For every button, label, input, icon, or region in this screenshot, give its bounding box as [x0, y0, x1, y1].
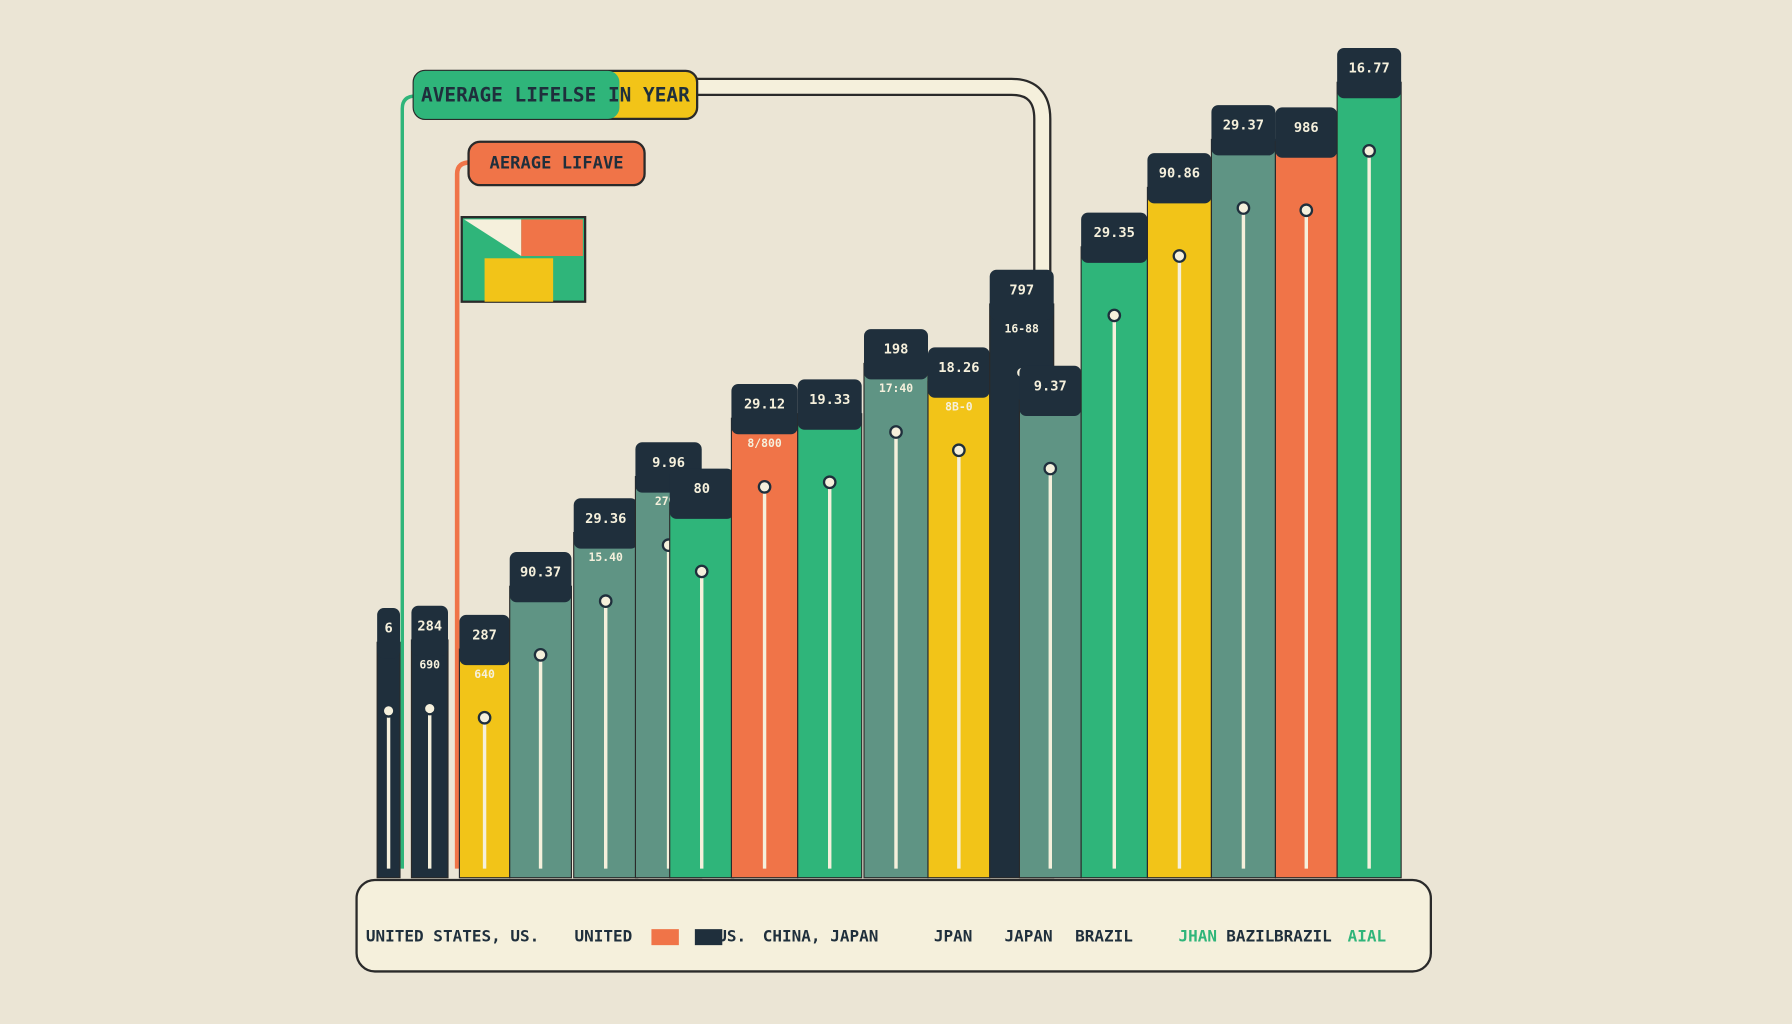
- bar-knob: [598, 594, 613, 608]
- bar-sublabel: 690: [419, 658, 440, 672]
- legend-label: JAPAN: [1004, 927, 1052, 946]
- bar-knob: [533, 647, 548, 662]
- bar-cap: [989, 269, 1054, 320]
- bar-label: 29.36: [585, 511, 626, 527]
- bar: 9.37: [1018, 365, 1082, 879]
- bar: 287 640: [458, 614, 511, 879]
- legend: UNITED STATES, US. UNITED FUS. CHINA, JAPAN…: [366, 927, 1386, 946]
- bar-cap: [459, 614, 510, 666]
- bar-cap: [1211, 105, 1276, 156]
- bar-label: 287: [472, 627, 497, 643]
- bar-label: 90.37: [520, 565, 561, 581]
- bar-cap: [669, 468, 734, 519]
- legend-label: BRAZIL: [1075, 927, 1133, 946]
- bar: 16.77: [1336, 48, 1402, 879]
- bar-label: 9.96: [652, 455, 685, 471]
- bar-label: 29.37: [1223, 118, 1264, 134]
- bar-cap: [864, 329, 928, 380]
- bar-cap: [573, 498, 638, 549]
- bar: 29.36 15.40: [573, 498, 639, 879]
- bar-cap: [1081, 212, 1148, 263]
- bar-label: 29.12: [744, 397, 785, 413]
- bar-label: 18.26: [938, 360, 979, 376]
- bar-knob: [757, 480, 772, 494]
- legend-label: BRAZIL: [1274, 927, 1332, 946]
- title-box-left: [413, 70, 620, 119]
- bar-label: 19.33: [809, 392, 850, 408]
- bar-knob: [477, 710, 492, 725]
- bar-label: 986: [1294, 120, 1319, 136]
- legend-label: BAZIL: [1226, 927, 1274, 946]
- bar: 90.37: [509, 552, 572, 879]
- bar-cap: [797, 379, 862, 430]
- legend-box: [355, 878, 1432, 973]
- bar-sublabel: 16-88: [1005, 322, 1039, 336]
- legend-label: UNITED: [575, 927, 633, 946]
- bar-knob: [822, 475, 837, 490]
- bar-label: 29.35: [1094, 225, 1135, 241]
- bar-cap: [928, 347, 990, 398]
- bar-knob: [1107, 308, 1122, 323]
- bar: 18.26 8B-0: [927, 347, 991, 879]
- bar-knob: [1299, 203, 1314, 218]
- legend-label: CHINA, JAPAN: [763, 927, 879, 946]
- bar-sublabel: 8B-0: [945, 399, 973, 413]
- legend-label: JPAN: [934, 927, 973, 946]
- flag: [460, 215, 587, 303]
- bar: 986: [1274, 107, 1338, 879]
- bar: 90.86: [1146, 153, 1212, 879]
- bar: 6: [376, 608, 401, 879]
- subtitle-box: [467, 140, 646, 187]
- bar-knob: [951, 443, 966, 458]
- bar-knob: [694, 564, 709, 579]
- bar-cap: [1275, 107, 1338, 158]
- bar: 80: [669, 468, 735, 879]
- title: AVERAGE LIFELSE IN YEAR: [421, 84, 690, 107]
- bar-knob: [381, 703, 396, 718]
- bar-cap: [1337, 48, 1402, 99]
- bar: 29.12 8/800: [730, 384, 799, 879]
- bar-cap: [509, 552, 572, 603]
- bar-cap: [411, 605, 448, 656]
- bar-label: 198: [884, 342, 909, 358]
- bar-sublabel: 8/800: [747, 436, 781, 450]
- bar-knob: [1172, 249, 1187, 263]
- bar-knob: [889, 425, 903, 439]
- bar-knob: [422, 701, 437, 716]
- legend-flag: [694, 929, 723, 946]
- bar-label: 16.77: [1349, 61, 1390, 77]
- bar-cap: [1147, 153, 1212, 204]
- pipe: [685, 80, 1050, 272]
- bar: 198 17:40: [863, 329, 929, 879]
- bar-label: 284: [417, 618, 442, 634]
- legend-label: JHAN: [1178, 927, 1217, 946]
- bar-knob: [1362, 144, 1376, 158]
- legend-label: AIAL: [1348, 927, 1387, 946]
- bar-cap: [377, 608, 400, 659]
- bar-label: 797: [1009, 282, 1034, 298]
- bar-knob: [1043, 461, 1058, 476]
- bar-label: 90.86: [1159, 166, 1200, 182]
- legend-flag: [651, 929, 679, 946]
- bar: 29.37: [1210, 105, 1276, 879]
- bar: 19.33: [797, 379, 863, 879]
- bar-label: 6: [384, 621, 392, 637]
- bar: 29.35: [1080, 212, 1148, 879]
- bar-cap: [731, 384, 798, 435]
- bar-knob: [1236, 201, 1251, 215]
- bar-sublabel: 17:40: [879, 381, 913, 395]
- bar: 284 690: [410, 605, 449, 879]
- bar-cap: [1019, 365, 1082, 416]
- legend-label: UNITED STATES, US.: [366, 927, 539, 946]
- bar-label: 9.37: [1034, 378, 1067, 394]
- bar-sublabel: 15.40: [589, 550, 623, 564]
- bar-sublabel: 640: [474, 667, 495, 681]
- bar-label: 80: [693, 481, 710, 497]
- subtitle: AERAGE LIFAVE: [490, 153, 624, 173]
- bars: 6 28469028764090.3729.3615.409.9627988029…: [376, 48, 1402, 879]
